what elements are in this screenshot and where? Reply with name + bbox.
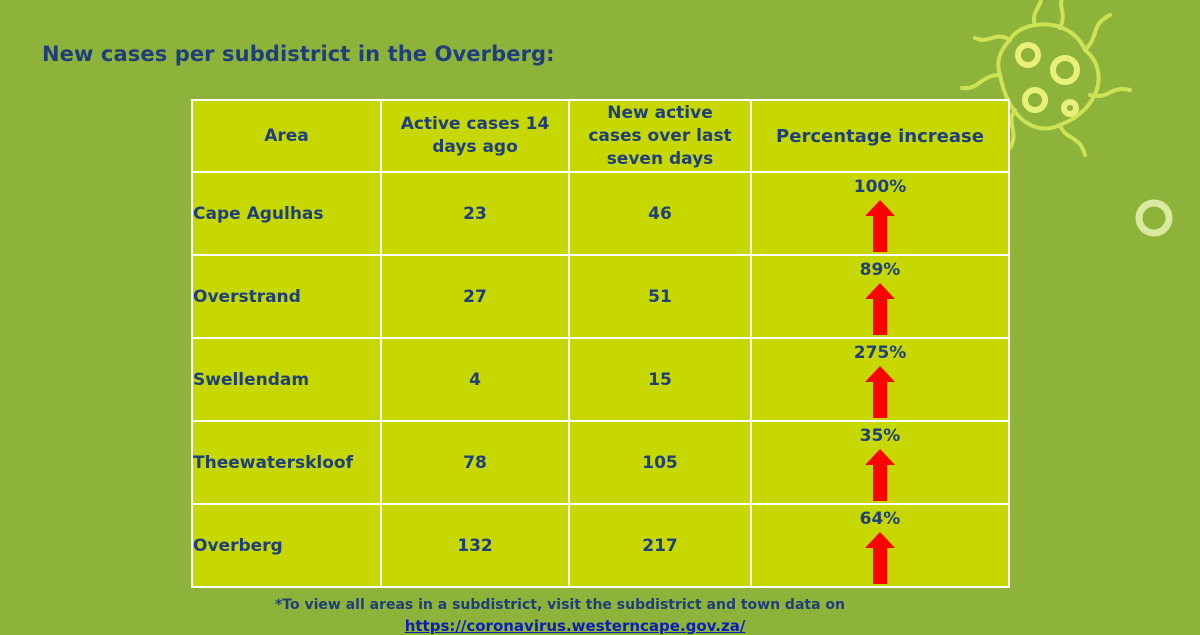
percentage-label: 64% xyxy=(859,509,901,529)
table-row: Overberg 132 217 64% xyxy=(191,503,1010,588)
percentage-cell: 89% xyxy=(750,254,1010,339)
ring-decoration-icon xyxy=(1135,199,1173,237)
red-up-arrow-icon xyxy=(865,366,895,418)
percentage-cell: 100% xyxy=(750,171,1010,256)
header-new-7-days: New active cases over last seven days xyxy=(568,99,752,173)
area-cell: Overberg xyxy=(191,503,382,588)
red-up-arrow-icon xyxy=(865,532,895,584)
active-14-cell: 4 xyxy=(380,337,570,422)
percentage-cell: 275% xyxy=(750,337,1010,422)
table-row: Theewaterskloof 78 105 35% xyxy=(191,420,1010,505)
active-14-cell: 132 xyxy=(380,503,570,588)
new-7-cell: 51 xyxy=(568,254,752,339)
percentage-cell: 64% xyxy=(750,503,1010,588)
active-14-cell: 23 xyxy=(380,171,570,256)
area-cell: Theewaterskloof xyxy=(191,420,382,505)
new-7-cell: 15 xyxy=(568,337,752,422)
source-link[interactable]: https://coronavirus.westerncape.gov.za/ xyxy=(404,617,746,635)
active-14-cell: 27 xyxy=(380,254,570,339)
percentage-label: 275% xyxy=(853,343,907,363)
red-up-arrow-icon xyxy=(865,449,895,501)
active-14-cell: 78 xyxy=(380,420,570,505)
percentage-label: 35% xyxy=(859,426,901,446)
area-cell: Swellendam xyxy=(191,337,382,422)
table-row: Overstrand 27 51 89% xyxy=(191,254,1010,339)
cases-table: Area Active cases 14 days ago New active… xyxy=(191,99,1010,588)
percentage-label: 100% xyxy=(853,177,907,197)
table-header-row: Area Active cases 14 days ago New active… xyxy=(191,99,1010,173)
header-area: Area xyxy=(191,99,382,173)
percentage-cell: 35% xyxy=(750,420,1010,505)
virus-decoration-icon xyxy=(960,0,1132,157)
page-title: New cases per subdistrict in the Overber… xyxy=(42,42,555,66)
table-row: Cape Agulhas 23 46 100% xyxy=(191,171,1010,256)
percentage-label: 89% xyxy=(859,260,901,280)
new-7-cell: 105 xyxy=(568,420,752,505)
red-up-arrow-icon xyxy=(865,200,895,252)
header-percentage-increase: Percentage increase xyxy=(750,99,1010,173)
table-row: Swellendam 4 15 275% xyxy=(191,337,1010,422)
new-7-cell: 217 xyxy=(568,503,752,588)
header-active-14-days: Active cases 14 days ago xyxy=(380,99,570,173)
area-cell: Overstrand xyxy=(191,254,382,339)
area-cell: Cape Agulhas xyxy=(191,171,382,256)
footnote: *To view all areas in a subdistrict, vis… xyxy=(274,597,845,613)
new-7-cell: 46 xyxy=(568,171,752,256)
red-up-arrow-icon xyxy=(865,283,895,335)
